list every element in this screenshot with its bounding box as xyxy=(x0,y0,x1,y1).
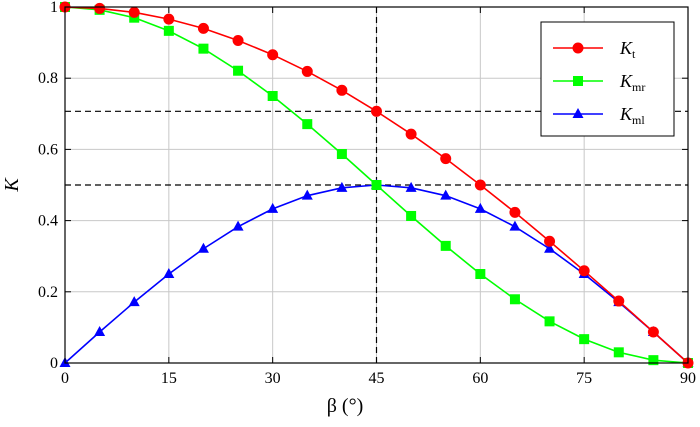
data-point-K_t xyxy=(267,49,279,61)
data-point-K_mr xyxy=(198,43,209,54)
ticks: 0 15 30 45 60 75 90 0 0.2 0.4 0.6 0.8 1 xyxy=(38,0,696,387)
data-point-K_t xyxy=(94,2,106,14)
data-point-K_ml xyxy=(474,202,486,213)
data-point-K_ml xyxy=(163,268,175,278)
y-tick-label: 0.2 xyxy=(38,284,58,301)
y-tick-label: 0.4 xyxy=(38,213,58,230)
data-point-K_mr xyxy=(509,294,520,305)
y-tick-label: 1 xyxy=(50,0,58,16)
legend: Kt Kmr Kml xyxy=(540,21,675,137)
legend-label-K_mr: Kmr xyxy=(619,71,645,94)
x-tick-label: 15 xyxy=(161,370,177,387)
data-point-K_mr xyxy=(302,119,313,130)
data-point-K_mr xyxy=(648,355,659,366)
y-axis-label: K xyxy=(1,177,23,193)
y-tick-label: 0 xyxy=(50,355,58,372)
data-point-K_mr xyxy=(267,91,278,101)
series-group xyxy=(59,1,694,369)
series-K_t xyxy=(59,1,694,369)
data-point-K_t xyxy=(405,128,417,140)
data-point-K_mr xyxy=(475,269,486,279)
data-point-K_t xyxy=(232,34,244,46)
data-point-K_ml xyxy=(336,181,348,192)
data-point-K_ml xyxy=(544,242,556,253)
data-point-K_t xyxy=(128,6,140,18)
data-point-K_mr xyxy=(371,180,382,190)
data-point-K_t xyxy=(163,13,175,25)
data-point-K_ml xyxy=(440,189,452,200)
x-axis-label: β (°) xyxy=(327,395,364,417)
data-point-K_t xyxy=(336,84,348,96)
y-tick-label: 0.8 xyxy=(38,70,58,87)
legend-label-K_t: Kt xyxy=(619,38,636,61)
data-point-K_mr xyxy=(406,210,417,221)
data-point-K_t xyxy=(578,265,590,277)
data-point-K_t xyxy=(544,235,556,247)
data-point-K_mr xyxy=(544,316,555,327)
data-point-K_t xyxy=(371,105,382,117)
data-point-K_ml xyxy=(94,326,106,337)
data-point-K_t xyxy=(197,22,209,34)
data-point-K_ml xyxy=(405,181,417,192)
data-point-K_ml xyxy=(197,242,209,253)
legend-label-K_ml: Kml xyxy=(619,104,645,127)
data-point-K_ml xyxy=(128,296,140,307)
data-point-K_t xyxy=(474,179,486,191)
data-point-K_t xyxy=(647,326,659,338)
data-point-K_mr xyxy=(233,65,244,76)
x-tick-label: 45 xyxy=(369,370,385,387)
legend-box xyxy=(540,21,675,137)
data-point-K_ml xyxy=(267,202,279,213)
data-point-K_t xyxy=(301,65,313,77)
legend-marker-K_mr xyxy=(573,76,583,86)
x-tick-label: 0 xyxy=(61,370,69,387)
data-point-K_ml xyxy=(509,220,521,231)
data-point-K_mr xyxy=(440,240,451,251)
data-point-K_ml xyxy=(301,189,313,200)
data-point-K_ml xyxy=(232,220,244,231)
data-point-K_t xyxy=(440,153,452,165)
data-point-K_mr xyxy=(336,149,347,160)
data-point-K_mr xyxy=(613,347,624,358)
data-point-K_mr xyxy=(163,25,174,36)
x-tick-label: 75 xyxy=(576,370,592,387)
x-tick-label: 90 xyxy=(680,370,696,387)
y-tick-label: 0.6 xyxy=(38,141,58,158)
x-tick-label: 30 xyxy=(265,370,281,387)
x-tick-label: 60 xyxy=(472,370,488,387)
series-K_mr xyxy=(60,2,693,368)
legend-marker-K_t xyxy=(572,42,584,54)
data-point-K_t xyxy=(613,295,625,307)
data-point-K_t xyxy=(509,206,521,218)
data-point-K_mr xyxy=(579,334,590,345)
legend-marker-K_ml xyxy=(572,108,584,118)
